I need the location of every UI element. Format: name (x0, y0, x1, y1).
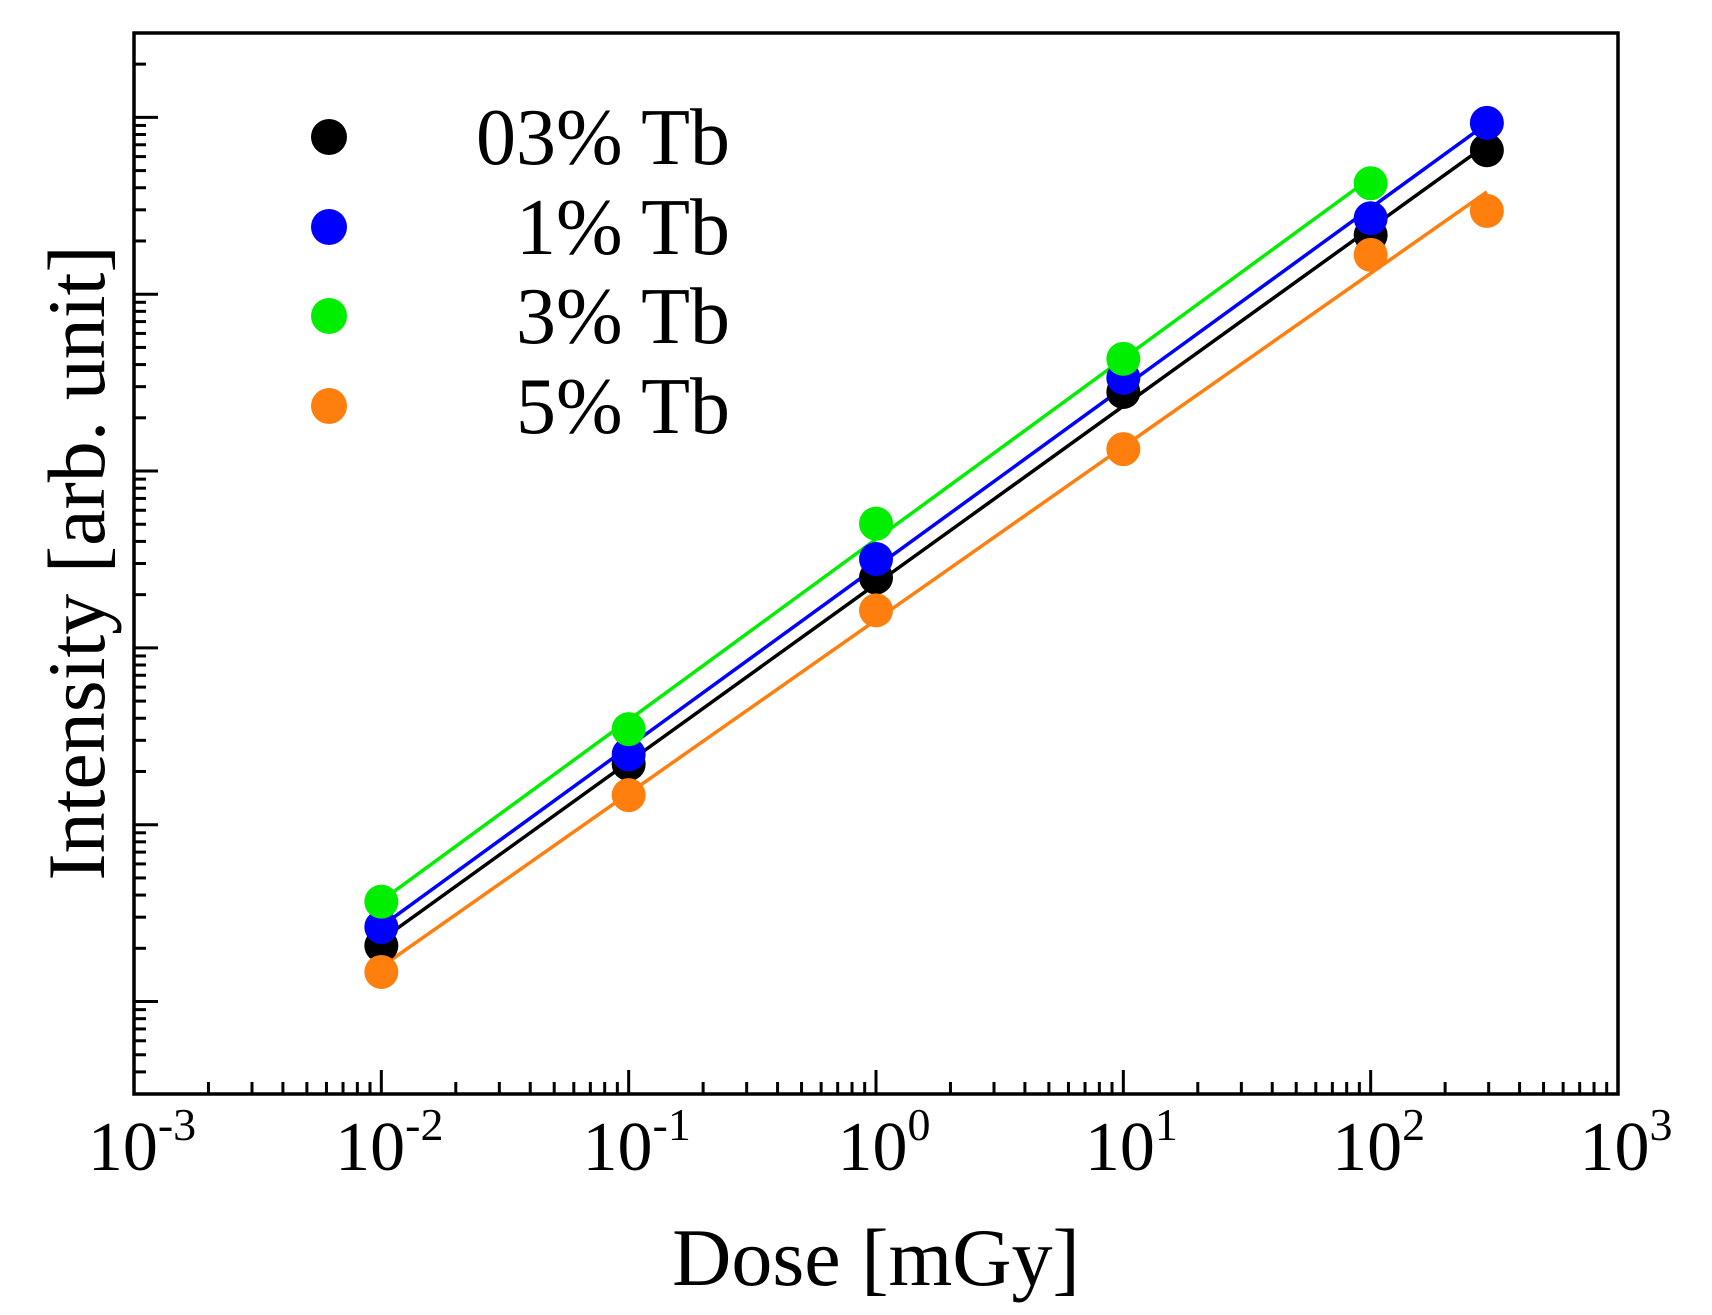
data-point-series-3 (1353, 237, 1388, 272)
data-point-series-2 (1106, 341, 1141, 376)
x-tick-label-base: 10 (335, 1109, 405, 1186)
x-tick-label-base: 10 (838, 1109, 908, 1186)
data-points (364, 105, 1504, 989)
x-tick-label: 10-1 (583, 1099, 691, 1186)
fit-lines (380, 122, 1488, 969)
data-point-series-0 (1469, 133, 1504, 168)
fit-line-3 (380, 190, 1488, 969)
legend-marker (311, 119, 347, 155)
x-tick-label-base: 10 (1332, 1109, 1402, 1186)
data-point-series-2 (364, 884, 399, 919)
data-point-series-1 (1353, 201, 1388, 236)
x-tick-labels: 10-3 10-2 10-1 100 101 102 103 (88, 1099, 1673, 1186)
x-tick-label-base: 10 (1580, 1109, 1650, 1186)
legend-marker (311, 209, 347, 245)
data-point-series-2 (859, 506, 893, 541)
x-tick-label: 100 (838, 1099, 931, 1186)
x-tick-label-base: 10 (583, 1109, 653, 1186)
x-tick-label-exponent: -2 (405, 1099, 443, 1150)
legend-label: 5% Tb (516, 363, 730, 451)
legend-label: 03% Tb (476, 94, 730, 182)
data-point-series-3 (364, 954, 399, 989)
x-tick-label: 101 (1085, 1099, 1178, 1186)
x-tick-label: 102 (1332, 1099, 1425, 1186)
x-tick-label-exponent: -3 (158, 1099, 196, 1150)
data-point-series-1 (364, 909, 399, 944)
data-point-series-3 (611, 778, 646, 813)
y-axis-title: Intensity [arb. unit] (31, 245, 122, 880)
data-point-series-2 (611, 712, 646, 747)
data-point-series-2 (1353, 166, 1388, 201)
x-tick-label-exponent: 0 (908, 1099, 931, 1150)
axis-ticks (134, 31, 1609, 1096)
legend-label: 3% Tb (516, 273, 730, 361)
data-point-series-1 (859, 542, 893, 577)
legend-marker (311, 388, 347, 424)
x-axis-title: Dose [mGy] (672, 1212, 1080, 1303)
x-tick-label-base: 10 (88, 1109, 158, 1186)
x-tick-label: 10-2 (335, 1099, 443, 1186)
x-tick-label-exponent: -1 (653, 1099, 691, 1150)
data-point-series-3 (1469, 193, 1504, 228)
data-point-series-1 (611, 737, 646, 772)
data-point-series-3 (1106, 432, 1141, 467)
plot-frame (132, 31, 1620, 1096)
legend-label: 1% Tb (516, 184, 730, 272)
data-point-series-3 (859, 593, 893, 628)
fit-line-1 (380, 122, 1488, 928)
x-tick-label-exponent: 3 (1650, 1099, 1673, 1150)
data-point-series-1 (1469, 105, 1504, 140)
x-tick-label-exponent: 2 (1402, 1099, 1425, 1150)
legend-marker (311, 298, 347, 334)
x-tick-label: 103 (1580, 1099, 1673, 1186)
x-tick-label: 10-3 (88, 1099, 196, 1186)
fit-line-0 (380, 143, 1488, 942)
x-tick-label-base: 10 (1085, 1109, 1155, 1186)
legend: 03% Tb1% Tb3% Tb5% Tb (311, 94, 730, 451)
x-tick-label-exponent: 1 (1155, 1099, 1178, 1150)
